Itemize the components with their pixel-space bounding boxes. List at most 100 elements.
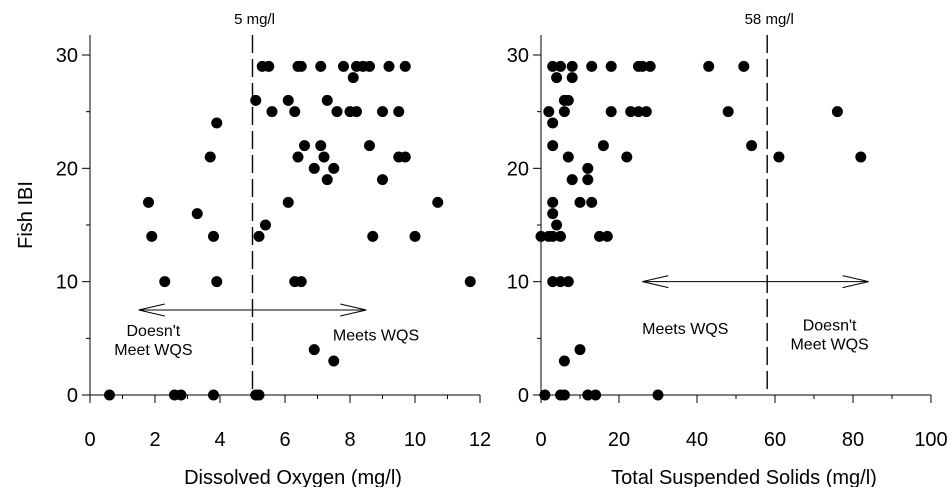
x-tick-label: 8 (344, 429, 355, 451)
data-point (253, 389, 265, 401)
data-point (558, 106, 570, 118)
x-tick-label: 10 (404, 429, 426, 451)
data-point (582, 389, 594, 401)
data-point (558, 389, 570, 401)
data-point (582, 174, 594, 186)
data-point (318, 151, 330, 163)
data-point (308, 162, 320, 174)
data-point (308, 344, 320, 356)
data-point (566, 174, 578, 186)
data-point (574, 344, 586, 356)
data-point (208, 230, 219, 242)
data-point (831, 106, 843, 118)
data-point (722, 106, 734, 118)
wqs-arrow-head-right (340, 303, 367, 317)
data-point (594, 230, 605, 242)
data-point (253, 230, 265, 242)
x-tick-label: 80 (842, 429, 864, 451)
y-axis-label: Fish IBI (15, 181, 37, 249)
data-point (621, 151, 633, 163)
y-tick-label: 0 (518, 385, 529, 407)
y-tick-label: 20 (56, 158, 78, 180)
x-tick-label: 60 (764, 429, 786, 451)
data-point (191, 208, 203, 220)
data-point (208, 389, 219, 401)
data-point (143, 196, 154, 208)
data-point (159, 276, 171, 288)
data-point (625, 106, 637, 118)
data-point (566, 60, 578, 72)
data-point (601, 230, 613, 242)
data-point (539, 389, 551, 401)
data-point (331, 106, 343, 118)
data-point (586, 60, 598, 72)
data-point (547, 140, 559, 152)
data-point (282, 94, 294, 106)
x-axis-label: Dissolved Oxygen (mg/l) (184, 467, 402, 487)
data-point (652, 389, 664, 401)
data-point (547, 117, 559, 129)
data-point (582, 162, 594, 174)
wqs-annotation: Doesn't Meet WQS (790, 317, 868, 353)
data-point (535, 230, 547, 242)
data-point (586, 196, 598, 208)
data-point (250, 94, 262, 106)
data-point (146, 230, 158, 242)
x-tick-label: 0 (84, 429, 95, 451)
data-point (605, 60, 617, 72)
data-point (282, 196, 294, 208)
threshold-label: 58 mg/l (745, 11, 794, 28)
data-point (338, 60, 349, 72)
data-point (175, 389, 187, 401)
data-point (574, 196, 586, 208)
data-point (555, 230, 566, 242)
data-point (855, 151, 867, 163)
data-point (204, 151, 216, 163)
x-tick-label: 2 (149, 429, 160, 451)
data-point (558, 355, 570, 367)
data-point (636, 60, 648, 72)
chart-panel-dissolved-oxygen: 0 10 20 30 0 2 4 6 8 10 12 Dissolved Oxygen (mg/l) F… (15, 11, 491, 489)
x-tick-label: 6 (279, 429, 290, 451)
data-point (364, 140, 375, 152)
data-point (605, 106, 617, 118)
y-tick-label: 20 (507, 158, 529, 180)
data-point (328, 162, 340, 174)
data-point (590, 389, 602, 401)
wqs-annotation-line: Doesn't (127, 323, 181, 340)
x-tick-label: 4 (214, 429, 225, 451)
data-point (547, 60, 559, 72)
chart-panel-total-suspended-solids: 0 10 20 30 0 20 40 60 80 100 Total Suspended Solid… (507, 11, 948, 489)
x-tick-label: 100 (914, 429, 947, 451)
data-point (266, 106, 278, 118)
data-point (383, 60, 395, 72)
data-point (547, 196, 559, 208)
wqs-arrow-head-left (642, 275, 669, 289)
threshold-label: 5 mg/l (234, 11, 275, 28)
y-tick-label: 30 (56, 45, 78, 67)
data-point (551, 219, 563, 231)
data-point (555, 276, 566, 288)
data-point (367, 230, 379, 242)
data-point (746, 140, 758, 152)
data-point (597, 140, 609, 152)
wqs-annotation: Meets WQS (642, 321, 728, 338)
wqs-annotation-line: Meets WQS (333, 328, 419, 345)
data-point (555, 60, 566, 72)
x-tick-label: 40 (686, 429, 708, 451)
y-tick-label: 10 (507, 272, 529, 294)
data-point (315, 60, 327, 72)
y-tick-label: 30 (507, 45, 529, 67)
wqs-annotation-line: Meet WQS (790, 336, 868, 353)
data-point (321, 174, 333, 186)
wqs-annotation-line: Meet WQS (114, 342, 192, 359)
data-point (773, 151, 785, 163)
data-point (211, 117, 223, 129)
data-point (211, 276, 223, 288)
data-point (547, 208, 559, 220)
data-point (351, 106, 362, 118)
x-axis-label: Total Suspended Solids (mg/l) (611, 467, 877, 487)
data-point (263, 60, 275, 72)
data-point (328, 355, 340, 367)
